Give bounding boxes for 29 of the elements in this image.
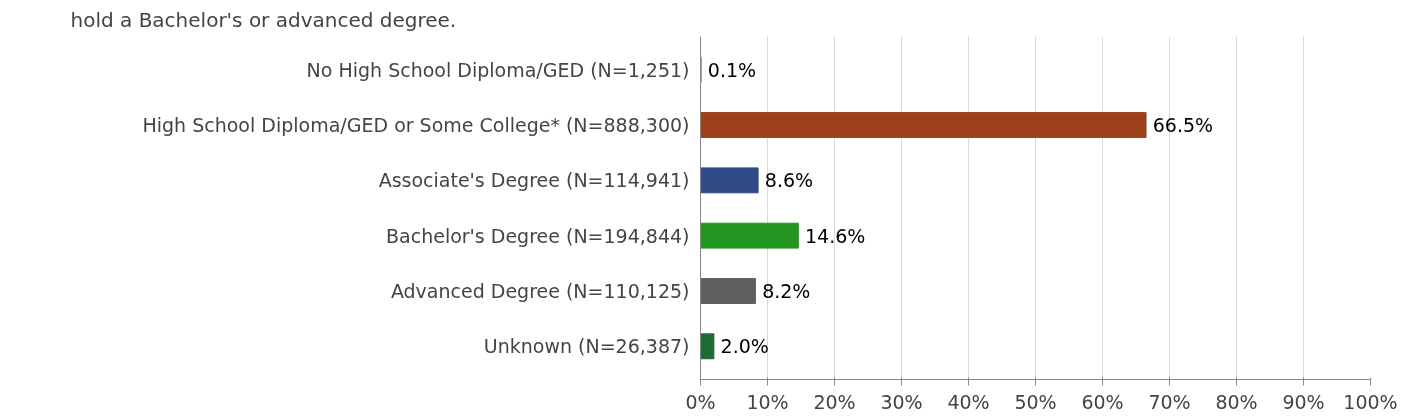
y-tick-label: Unknown (N=26,387) xyxy=(483,335,690,358)
x-tick-label: 60% xyxy=(1081,390,1124,413)
y-tick-label: Associate's Degree (N=114,941) xyxy=(378,169,690,192)
x-tick-label: 30% xyxy=(880,390,923,413)
data-label: 8.6% xyxy=(764,169,814,192)
y-tick-label: Bachelor's Degree (N=194,844) xyxy=(386,224,690,247)
y-tick-label: High School Diploma/GED or Some College* (N=888,300) xyxy=(142,114,690,137)
x-tick-label: 100% xyxy=(1343,390,1398,413)
x-tick-label: 0% xyxy=(685,390,716,413)
data-label: 0.1% xyxy=(707,58,757,81)
data-label: 8.2% xyxy=(762,279,811,302)
x-tick-label: 80% xyxy=(1215,390,1258,413)
bar xyxy=(700,112,1147,138)
x-tick-label: 10% xyxy=(746,390,789,413)
y-tick-label: No High School Diploma/GED (N=1,251) xyxy=(306,58,690,81)
bar xyxy=(700,278,756,304)
x-tick-label: 50% xyxy=(1014,390,1057,413)
text: hold a Bachelor's or advanced degree. xyxy=(70,7,457,32)
data-label: 2.0% xyxy=(720,335,769,358)
bar xyxy=(700,333,715,360)
x-tick-label: 90% xyxy=(1282,390,1325,413)
y-tick-label: Advanced Degree (N=110,125) xyxy=(390,279,690,302)
bar xyxy=(700,222,799,249)
data-label: 14.6% xyxy=(805,224,866,247)
bar xyxy=(700,167,759,194)
x-tick-label: 40% xyxy=(947,390,990,413)
data-label: 66.5% xyxy=(1152,114,1214,137)
x-tick-label: 20% xyxy=(813,390,856,413)
x-tick-label: 70% xyxy=(1148,390,1191,413)
